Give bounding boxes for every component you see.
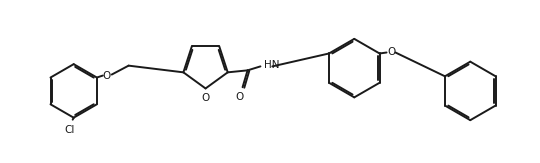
Text: HN: HN [265, 60, 280, 70]
Text: Cl: Cl [65, 125, 75, 135]
Text: O: O [387, 47, 396, 58]
Text: O: O [201, 93, 210, 103]
Text: O: O [103, 71, 111, 81]
Text: O: O [235, 92, 244, 102]
